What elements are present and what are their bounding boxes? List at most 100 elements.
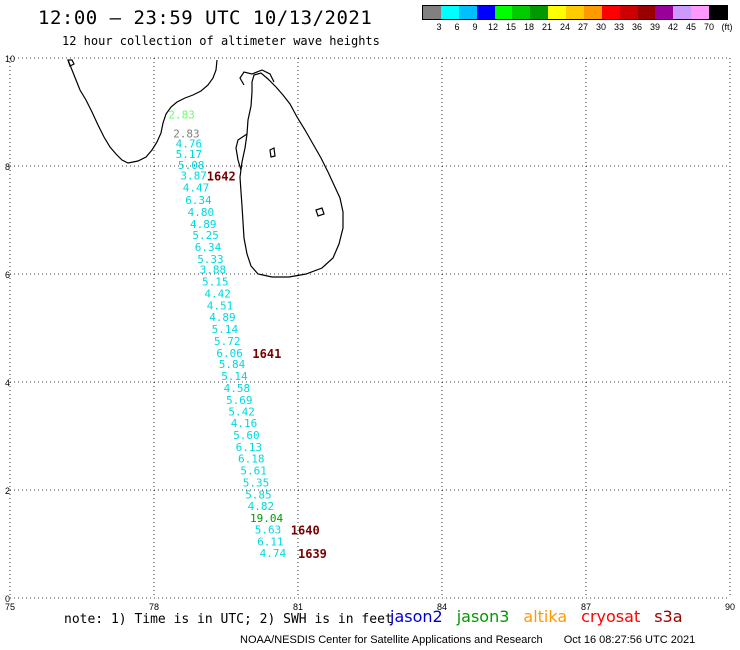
wave-height-value: 4.74 bbox=[260, 547, 287, 560]
legend-label: 45 bbox=[685, 22, 696, 32]
wave-height-value: 5.72 bbox=[214, 335, 241, 348]
legend-swatch bbox=[512, 6, 531, 19]
coast-islet-north bbox=[269, 147, 276, 158]
legend-swatch bbox=[423, 6, 441, 19]
satellite-label-jason3: jason3 bbox=[456, 607, 510, 626]
legend-label: 18 bbox=[523, 22, 534, 32]
legend-swatch bbox=[476, 6, 495, 19]
wave-height-value: 5.17 bbox=[176, 148, 203, 161]
wave-height-value: 6.06 bbox=[216, 347, 243, 360]
legend-label: 15 bbox=[505, 22, 516, 32]
legend-swatch bbox=[601, 6, 620, 19]
legend-label: 36 bbox=[631, 22, 642, 32]
wave-height-value: 4.80 bbox=[188, 206, 215, 219]
wave-height-value: 2.83 bbox=[168, 109, 195, 122]
axis-tick-labels: 75 78 81 84 87 90 0 2 4 6 8 10 bbox=[5, 54, 735, 612]
legend-swatch bbox=[548, 6, 566, 19]
latitude-tick-label: 8 bbox=[5, 162, 10, 172]
wave-height-value: 3.87 bbox=[180, 170, 207, 183]
wave-height-value: 5.35 bbox=[243, 476, 269, 489]
wave-height-value: 5.15 bbox=[202, 276, 229, 289]
wave-height-value: 5.61 bbox=[240, 465, 267, 478]
coastline bbox=[67, 59, 344, 278]
pass-time-labels: 1642 1641 1640 1639 bbox=[207, 170, 327, 561]
india-coast-islet bbox=[67, 59, 75, 67]
wave-height-value: 5.60 bbox=[233, 429, 260, 442]
wave-height-value: 4.89 bbox=[190, 218, 217, 231]
pass-time-label: 1641 bbox=[252, 347, 281, 361]
legend-label: 42 bbox=[667, 22, 678, 32]
legend-swatch bbox=[691, 6, 709, 19]
wave-height-value: 4.16 bbox=[231, 417, 257, 430]
wave-height-value: 5.63 bbox=[255, 523, 281, 536]
longitude-tick-label: 87 bbox=[581, 602, 591, 612]
coast-islet-east bbox=[315, 207, 325, 217]
wave-height-value: 19.04 bbox=[250, 512, 283, 525]
credit-text: NOAA/NESDIS Center for Satellite Applica… bbox=[240, 634, 543, 646]
longitude-tick-label: 75 bbox=[5, 602, 15, 612]
wave-height-value: 5.69 bbox=[226, 394, 253, 407]
pass-time-label: 1642 bbox=[207, 170, 236, 184]
pass-time-label: 1639 bbox=[298, 547, 327, 561]
legend-labels: 3 6 9 12 15 18 21 24 27 30 33 36 39 42 45 70 (ft) bbox=[430, 22, 736, 32]
wave-height-value: 4.42 bbox=[204, 287, 231, 300]
satellite-label-s3a: s3a bbox=[654, 607, 683, 626]
wave-height-value: 4.89 bbox=[209, 311, 236, 324]
wave-height-value: 4.82 bbox=[248, 500, 275, 513]
wave-height-value: 5.08 bbox=[178, 159, 205, 172]
legend-label: 39 bbox=[649, 22, 660, 32]
pass-time-label: 1640 bbox=[291, 523, 320, 537]
footer-credit: NOAA/NESDIS Center for Satellite Applica… bbox=[240, 634, 695, 646]
legend-label: 27 bbox=[577, 22, 588, 32]
legend-label: 21 bbox=[541, 22, 552, 32]
longitude-tick-label: 78 bbox=[149, 602, 159, 612]
legend-swatch bbox=[619, 6, 638, 19]
legend-label: 30 bbox=[595, 22, 606, 32]
wave-height-value: 6.11 bbox=[257, 535, 284, 548]
longitude-tick-label: 81 bbox=[293, 602, 303, 612]
wave-height-value: 6.18 bbox=[238, 453, 265, 466]
wave-height-value: 5.25 bbox=[192, 229, 219, 242]
legend-swatch bbox=[655, 6, 674, 19]
legend-swatch bbox=[566, 6, 584, 19]
wave-height-value: 5.14 bbox=[212, 323, 239, 336]
latitude-tick-label: 0 bbox=[5, 594, 10, 604]
legend-label: 9 bbox=[472, 22, 478, 32]
legend-swatch bbox=[494, 6, 513, 19]
wave-height-value: 6.34 bbox=[195, 241, 222, 254]
wave-height-value: 5.42 bbox=[228, 406, 255, 419]
wave-height-value: 4.47 bbox=[183, 182, 210, 195]
legend-label: (ft) bbox=[721, 22, 733, 32]
legend-label: 33 bbox=[613, 22, 624, 32]
legend-swatch bbox=[440, 6, 459, 19]
wave-height-value: 5.14 bbox=[221, 370, 248, 383]
wave-height-value: 2.83 bbox=[173, 128, 200, 141]
wave-height-value: 3.88 bbox=[200, 264, 227, 277]
footer-note: note: 1) Time is in UTC; 2) SWH is in fe… bbox=[64, 612, 393, 627]
longitude-tick-label: 84 bbox=[437, 602, 447, 612]
wave-height-value: 5.85 bbox=[245, 488, 272, 501]
wave-height-value: 4.76 bbox=[176, 137, 203, 150]
legend-swatch bbox=[709, 6, 727, 19]
latitude-tick-label: 4 bbox=[5, 378, 10, 388]
satellite-label-altika: altika bbox=[523, 607, 568, 626]
wave-height-labels: 2.832.834.765.175.083.874.476.344.804.89… bbox=[168, 109, 286, 560]
legend-swatch bbox=[673, 6, 692, 19]
legend-label: 3 bbox=[436, 22, 442, 32]
wave-height-value: 6.13 bbox=[236, 441, 263, 454]
legend-label: 6 bbox=[454, 22, 460, 32]
legend-label: 70 bbox=[703, 22, 714, 32]
wave-height-value: 5.33 bbox=[197, 253, 224, 266]
mannar-spit bbox=[235, 133, 248, 171]
legend-swatch bbox=[530, 6, 549, 19]
wave-height-value: 6.34 bbox=[185, 194, 212, 207]
satellite-label-cryosat: cryosat bbox=[581, 607, 641, 626]
legend-label: 12 bbox=[487, 22, 498, 32]
satellite-legend: jason2 jason3 altika cryosat s3a bbox=[390, 607, 697, 626]
sri-lanka-coastline bbox=[239, 72, 344, 278]
legend-swatch bbox=[583, 6, 602, 19]
map-grid bbox=[9, 57, 731, 599]
jaffna-peninsula bbox=[239, 69, 275, 86]
legend-color-bar bbox=[422, 5, 728, 20]
